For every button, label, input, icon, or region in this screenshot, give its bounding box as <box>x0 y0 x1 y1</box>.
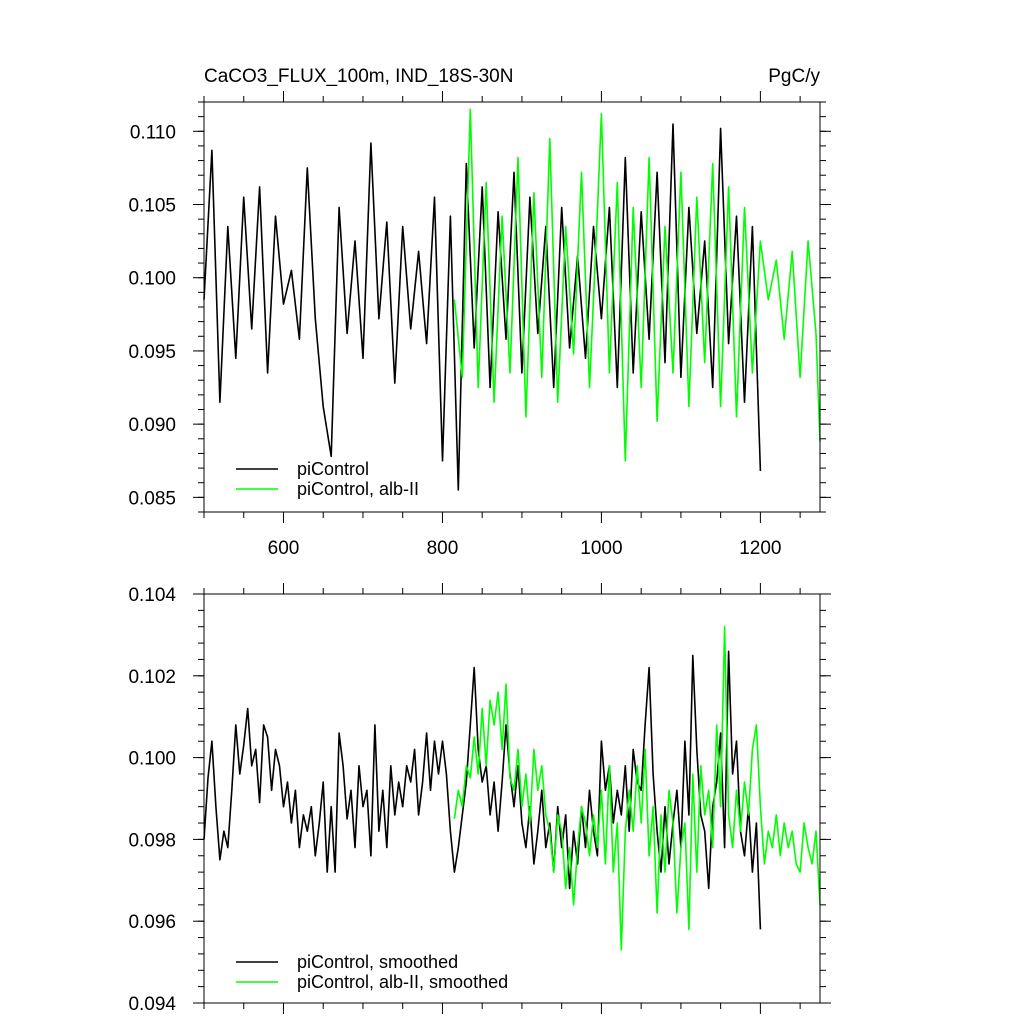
y-tick-label: 0.102 <box>128 667 176 688</box>
y-tick-label: 0.104 <box>128 585 176 606</box>
y-tick-label: 0.105 <box>128 196 176 217</box>
series-line-1 <box>203 123 762 491</box>
series-line-2 <box>453 625 821 951</box>
legend-label: piControl, alb-II, smoothed <box>297 972 508 992</box>
y-tick-label: 0.100 <box>128 749 176 770</box>
x-tick-label: 800 <box>427 538 459 559</box>
top-panel: 600 800 1000 1200 0.085 0.090 0.095 0.100 0.105 0… <box>128 91 831 559</box>
y-tick-label: 0.085 <box>128 488 176 509</box>
series-line-2 <box>453 108 821 462</box>
y-tick-label: 0.098 <box>128 830 176 851</box>
bottom-panel: 0.094 0.096 0.098 0.100 0.102 0.104 piControl,… <box>128 583 831 1015</box>
x-tick-label: 600 <box>268 538 300 559</box>
y-tick-label: 0.110 <box>130 122 176 143</box>
x-tick-label: 1000 <box>580 538 622 559</box>
y-tick-label: 0.090 <box>128 415 176 436</box>
legend-label: piControl, smoothed <box>297 952 458 972</box>
x-tick-label: 1200 <box>739 538 781 559</box>
y-tick-label: 0.096 <box>128 912 176 933</box>
legend-label: piControl, alb-II <box>297 479 419 499</box>
plot-frame <box>203 593 821 1004</box>
units-label: PgC/y <box>768 66 820 87</box>
y-tick-label: 0.100 <box>128 269 176 290</box>
series-line-1 <box>203 650 762 930</box>
y-tick-label: 0.094 <box>128 994 176 1015</box>
chart-title: CaCO3_FLUX_100m, IND_18S-30N <box>204 66 513 87</box>
y-tick-label: 0.095 <box>128 342 176 363</box>
legend-label: piControl <box>297 459 369 479</box>
